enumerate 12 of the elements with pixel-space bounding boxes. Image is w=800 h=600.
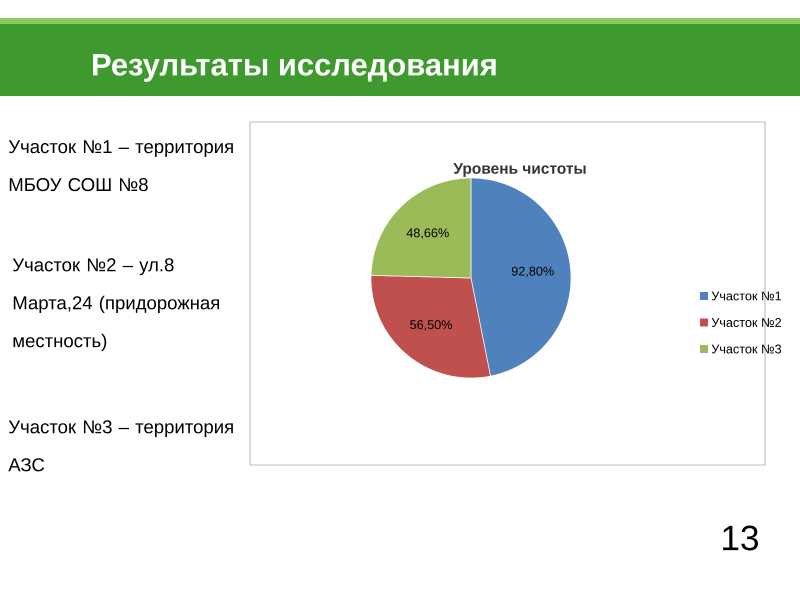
data-label: 56,50%	[410, 320, 452, 331]
legend-label: Участок №2	[712, 318, 781, 327]
data-label: 92,80%	[512, 266, 554, 278]
data-label: 48,66%	[406, 228, 449, 239]
text: Участок №2 – ул.8 Марта,24 (придорожная местность)	[12, 258, 220, 351]
text: Участок №1 – территория МБОУ СОШ №8	[8, 140, 233, 192]
legend-label: Участок №1	[712, 292, 782, 300]
text: Участок №3 – территория АЗС	[8, 420, 233, 472]
text: Результаты исследования	[93, 54, 496, 82]
chart-title: Уровень чистоты	[453, 163, 586, 177]
text: 13	[723, 526, 758, 550]
legend-label: Участок №3	[712, 344, 782, 354]
